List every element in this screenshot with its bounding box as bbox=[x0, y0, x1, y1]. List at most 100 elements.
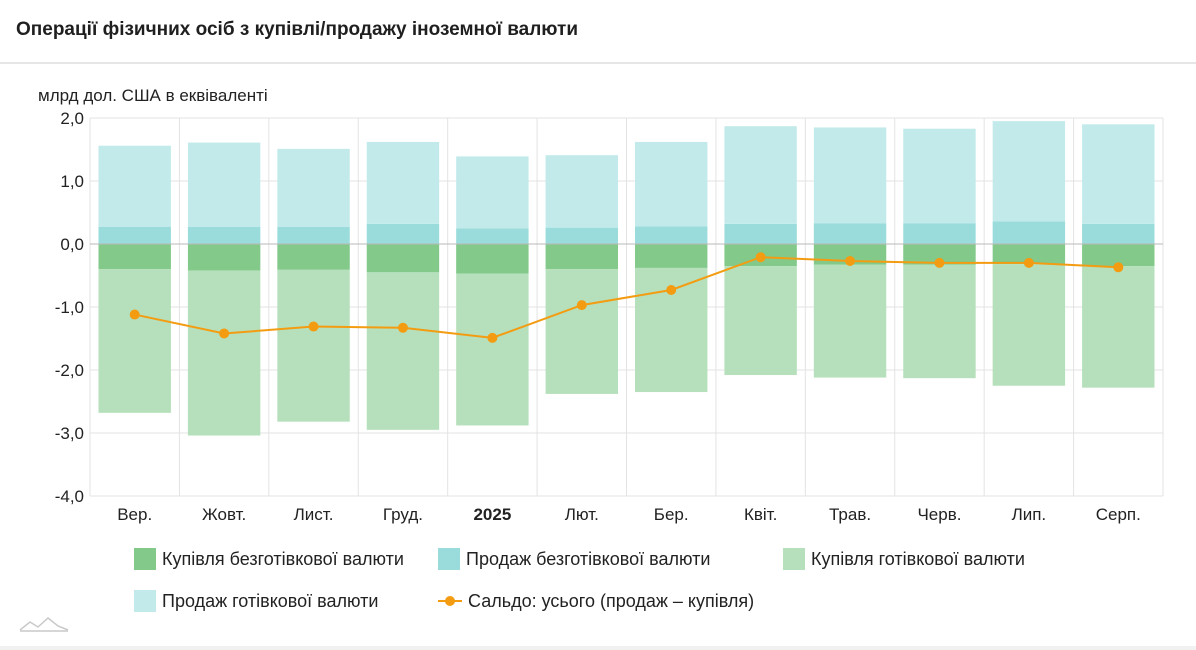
bar-segment bbox=[545, 269, 619, 394]
balance-point bbox=[397, 322, 408, 333]
y-tick-label: -4,0 bbox=[55, 487, 84, 506]
x-tick-label: 2025 bbox=[473, 505, 511, 524]
chart: млрд дол. США в еквіваленті 2,0 1,0 0,0 -1,… bbox=[38, 86, 1164, 524]
x-tick-label: Черв. bbox=[917, 505, 961, 524]
bar-segment bbox=[1082, 266, 1155, 388]
bar-segment bbox=[545, 227, 619, 244]
x-tick-label: Лип. bbox=[1012, 505, 1047, 524]
bar-segment bbox=[813, 264, 887, 378]
bar-segment bbox=[903, 264, 976, 379]
chart-title: Операції фізичних осіб з купівлі/продажу… bbox=[16, 19, 579, 40]
y-tick-label: 2,0 bbox=[60, 109, 84, 128]
legend-item: Сальдо: усього (продаж – купівля) bbox=[438, 589, 754, 613]
balance-point bbox=[219, 328, 230, 339]
chart-logo-icon bbox=[19, 617, 69, 632]
balance-point bbox=[129, 309, 140, 320]
balance-line bbox=[129, 252, 1124, 343]
legend-item: Продаж безготівкової валюти bbox=[438, 547, 710, 571]
bar-segment bbox=[813, 223, 887, 244]
x-tick-label: Жовт. bbox=[202, 505, 246, 524]
bar-segment bbox=[634, 141, 708, 227]
bar-segment bbox=[992, 121, 1066, 222]
y-tick-label: -1,0 bbox=[55, 298, 84, 317]
bar-segment bbox=[992, 221, 1066, 244]
x-axis-ticks: Вер. Жовт. Лист. Груд. 2025 Лют. Бер. Квіт. Трав… bbox=[117, 505, 1141, 524]
legend-swatch bbox=[783, 548, 805, 570]
bar-segment bbox=[1082, 124, 1155, 224]
bar-segment bbox=[98, 244, 171, 270]
balance-point bbox=[755, 252, 766, 263]
y-tick-label: 1,0 bbox=[60, 172, 84, 191]
bar-segment bbox=[1082, 244, 1155, 267]
bar-segment bbox=[903, 128, 976, 224]
legend-label: Продаж безготівкової валюти bbox=[466, 548, 711, 569]
x-tick-label: Вер. bbox=[117, 505, 152, 524]
balance-line-path bbox=[134, 256, 1119, 339]
balance-point bbox=[934, 257, 945, 268]
bar-segment bbox=[366, 244, 440, 273]
chart-header: Операції фізичних осіб з купівлі/продажу… bbox=[0, 0, 1196, 64]
legend-swatch bbox=[134, 590, 156, 612]
x-tick-label: Груд. bbox=[383, 505, 423, 524]
bar-segment bbox=[724, 266, 797, 376]
legend-line-marker-icon bbox=[438, 595, 462, 607]
bar-segment bbox=[187, 270, 261, 436]
bar-segment bbox=[366, 223, 440, 244]
y-tick-label: -3,0 bbox=[55, 424, 84, 443]
chart-bars bbox=[98, 121, 1155, 436]
legend-item: Продаж готівкової валюти bbox=[134, 589, 378, 613]
balance-point bbox=[666, 284, 677, 295]
legend-label: Продаж готівкової валюти bbox=[162, 590, 379, 611]
balance-point bbox=[845, 256, 856, 267]
bar-segment bbox=[992, 244, 1066, 265]
bar-segment bbox=[98, 145, 171, 227]
bar-segment bbox=[992, 264, 1066, 386]
legend-label: Купівля готівкової валюти bbox=[811, 548, 1025, 569]
balance-point bbox=[308, 321, 319, 332]
bar-segment bbox=[277, 244, 350, 270]
bar-segment bbox=[366, 141, 440, 224]
bar-segment bbox=[456, 273, 529, 426]
x-tick-label: Лист. bbox=[294, 505, 334, 524]
bar-segment bbox=[634, 244, 708, 268]
bar-segment bbox=[277, 226, 350, 244]
bar-segment bbox=[724, 126, 797, 224]
bar-segment bbox=[187, 142, 261, 227]
bar-segment bbox=[456, 156, 529, 229]
bar-segment bbox=[724, 223, 797, 244]
x-tick-label: Бер. bbox=[654, 505, 689, 524]
balance-point bbox=[487, 332, 498, 343]
y-axis-ticks: 2,0 1,0 0,0 -1,0 -2,0 -3,0 -4,0 bbox=[55, 109, 84, 506]
x-tick-label: Трав. bbox=[829, 505, 871, 524]
bar-segment bbox=[98, 269, 171, 413]
bar-segment bbox=[545, 155, 619, 228]
bar-segment bbox=[277, 148, 350, 227]
x-tick-label: Лют. bbox=[565, 505, 599, 524]
balance-point bbox=[1023, 257, 1034, 268]
bar-segment bbox=[456, 244, 529, 274]
bar-segment bbox=[634, 226, 708, 244]
legend-label: Купівля безготівкової валюти bbox=[162, 548, 404, 569]
bar-segment bbox=[813, 127, 887, 224]
y-axis-label: млрд дол. США в еквіваленті bbox=[38, 86, 268, 105]
legend-label: Сальдо: усього (продаж – купівля) bbox=[468, 590, 755, 611]
balance-point bbox=[1113, 262, 1124, 273]
bar-segment bbox=[366, 272, 440, 430]
legend-item: Купівля готівкової валюти bbox=[783, 547, 1025, 571]
x-tick-label: Серп. bbox=[1096, 505, 1141, 524]
bar-segment bbox=[98, 226, 171, 244]
x-tick-label: Квіт. bbox=[744, 505, 777, 524]
bar-segment bbox=[187, 226, 261, 244]
legend-swatch bbox=[438, 548, 460, 570]
bar-segment bbox=[545, 244, 619, 270]
legend-swatch bbox=[134, 548, 156, 570]
bar-segment bbox=[277, 269, 350, 422]
bar-segment bbox=[187, 244, 261, 271]
bar-segment bbox=[456, 228, 529, 244]
balance-point bbox=[576, 300, 587, 311]
bar-segment bbox=[903, 223, 976, 244]
footer-divider bbox=[0, 646, 1196, 650]
y-tick-label: 0,0 bbox=[60, 235, 84, 254]
legend-item: Купівля безготівкової валюти bbox=[134, 547, 404, 571]
bar-segment bbox=[1082, 223, 1155, 244]
